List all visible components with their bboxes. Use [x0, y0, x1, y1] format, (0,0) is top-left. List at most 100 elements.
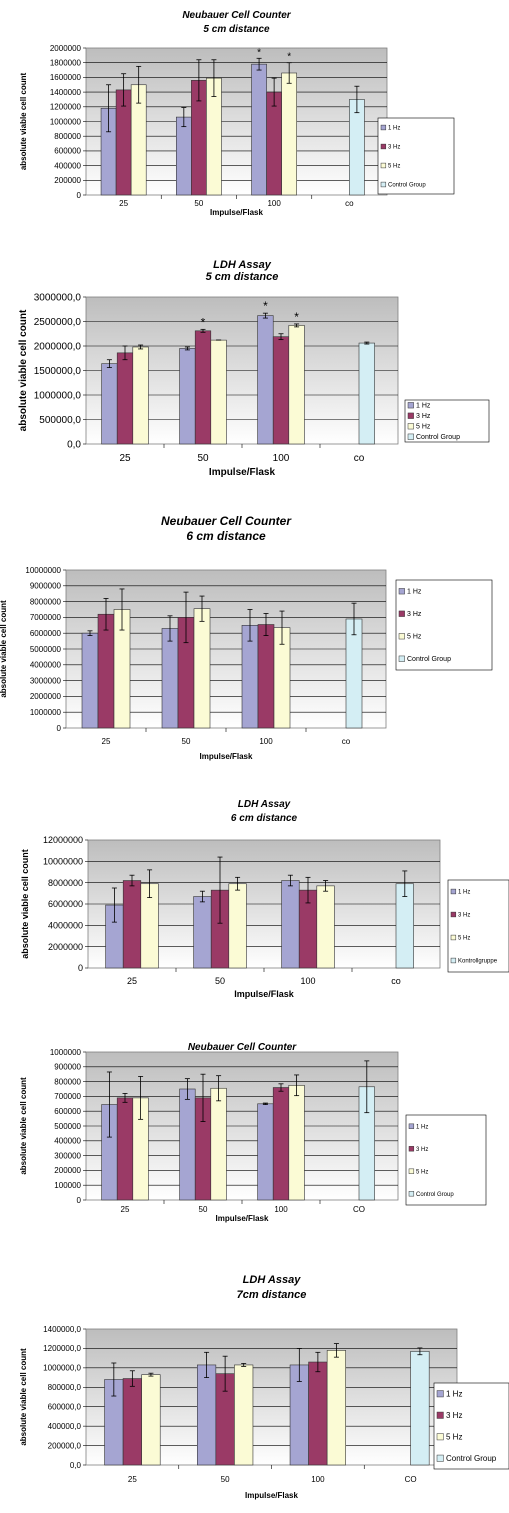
bar: [234, 1364, 254, 1466]
x-tick-label: 100: [259, 737, 273, 746]
legend-swatch: [398, 633, 405, 640]
x-tick-label: co: [342, 737, 351, 746]
bar: [179, 1088, 196, 1201]
chart-neubauer-5cm: Neubauer Cell Counter 5 cm distance 0 20000…: [0, 0, 509, 230]
bar: [101, 363, 118, 445]
legend-label: Control Group: [416, 434, 460, 441]
bar: [193, 608, 211, 729]
legend-swatch: [450, 888, 457, 895]
y-tick-label: 3000000: [30, 676, 62, 685]
y-tick-label: 6000000: [30, 629, 62, 638]
chart-subtitle: 6 cm distance: [186, 529, 266, 543]
legend-swatch: [380, 124, 387, 131]
y-tick-label: 300000: [54, 1151, 81, 1160]
x-tick-label: 100: [267, 199, 281, 208]
bar: [132, 346, 149, 445]
x-axis-label: Impulse/Flask: [200, 752, 253, 761]
y-tick-label: 500000,0: [39, 415, 81, 426]
legend-label: 1 Hz: [388, 126, 400, 132]
bar: [316, 885, 335, 969]
legend-swatch: [407, 402, 414, 409]
legend-swatch: [408, 1191, 415, 1197]
y-tick-label: 800000,0: [48, 1383, 82, 1392]
y-axis-label: absolute viable cell count: [19, 72, 28, 170]
x-tick-label: 25: [102, 737, 111, 746]
y-tick-label: 600000: [54, 1107, 81, 1116]
legend-swatch: [408, 1146, 415, 1152]
y-tick-label: 2500000,0: [34, 317, 82, 328]
significance-star: *: [257, 47, 261, 58]
legend-label: 5 Hz: [388, 164, 400, 170]
legend-label: 3 Hz: [458, 913, 470, 919]
y-tick-label: 1000000: [30, 708, 62, 717]
legend-swatch: [450, 934, 457, 941]
x-tick-label: co: [354, 453, 365, 464]
x-tick-label: 25: [119, 199, 128, 208]
bar: [122, 880, 142, 969]
legend-swatch: [407, 412, 414, 419]
bar: [266, 91, 282, 196]
bar: [288, 325, 305, 445]
x-tick-label: 25: [121, 1205, 130, 1214]
legend-swatch: [436, 1411, 444, 1419]
legend-swatch: [380, 162, 387, 169]
x-tick-label: 50: [199, 1205, 208, 1214]
legend: [395, 579, 493, 671]
y-tick-label: 500000: [54, 1122, 81, 1131]
legend-label: 5 Hz: [416, 424, 431, 431]
legend-label: Control Group: [407, 656, 451, 663]
y-axis-label: absolute viable cell count: [0, 600, 8, 698]
significance-star: *: [201, 315, 206, 329]
y-axis-label: absolute viable cell count: [19, 1348, 28, 1446]
bar: [308, 1361, 328, 1466]
bar: [179, 348, 196, 445]
bar: [210, 339, 227, 445]
x-tick-label: 100: [274, 1205, 288, 1214]
legend-label: 1 Hz: [446, 1390, 462, 1399]
x-tick-label: 50: [221, 1475, 230, 1484]
legend-swatch: [407, 423, 414, 430]
x-tick-label: 100: [300, 976, 315, 986]
x-tick-label: 25: [119, 453, 131, 464]
y-tick-label: 8000000: [30, 597, 62, 606]
y-tick-label: 3000000,0: [34, 293, 82, 304]
bar: [81, 632, 99, 729]
y-tick-label: 12000000: [43, 835, 83, 845]
legend-swatch: [380, 181, 387, 188]
significance-star: *: [294, 310, 299, 324]
x-tick-label: 50: [194, 199, 203, 208]
y-tick-label: 10000000: [25, 566, 61, 575]
y-axis-label: absolute viable cell count: [20, 849, 30, 959]
legend-label: 5 Hz: [416, 1169, 428, 1175]
y-tick-label: 8000000: [48, 878, 83, 888]
chart-svg: LDH Assay 6 cm distance 0 2000000 4000000 600…: [20, 799, 509, 999]
bar: [281, 72, 297, 196]
x-tick-label: co: [345, 199, 354, 208]
x-tick-label: CO: [353, 1205, 365, 1214]
legend-swatch: [436, 1454, 444, 1462]
legend-swatch: [398, 588, 405, 595]
bar: [141, 1374, 161, 1466]
x-axis-label: Impulse/Flask: [210, 208, 263, 217]
y-tick-label: 7000000: [30, 613, 62, 622]
y-axis-label: absolute viable cell count: [18, 309, 29, 431]
legend-swatch: [380, 143, 387, 150]
bar: [326, 1350, 346, 1466]
y-tick-label: 1400000,0: [43, 1325, 81, 1334]
y-tick-label: 800000: [54, 1077, 81, 1086]
chart-ldh-7cm: LDH Assay 7cm distance 0,0 200000,0 400000,0…: [0, 1270, 509, 1510]
y-tick-label: 10000000: [43, 856, 83, 866]
bar: [349, 99, 365, 196]
x-axis-label: Impulse/Flask: [245, 1491, 298, 1500]
legend-label: Control Group: [388, 183, 426, 189]
bar: [272, 1087, 290, 1201]
y-tick-label: 6000000: [48, 899, 83, 909]
y-tick-label: 0: [57, 724, 62, 733]
x-tick-label: 50: [182, 737, 191, 746]
bar: [197, 1364, 217, 1466]
bar: [288, 1084, 305, 1201]
legend: [404, 399, 490, 443]
y-tick-label: 1000000: [50, 117, 82, 126]
bar: [257, 315, 274, 445]
legend-label: Kontrollgruppe: [458, 959, 498, 965]
